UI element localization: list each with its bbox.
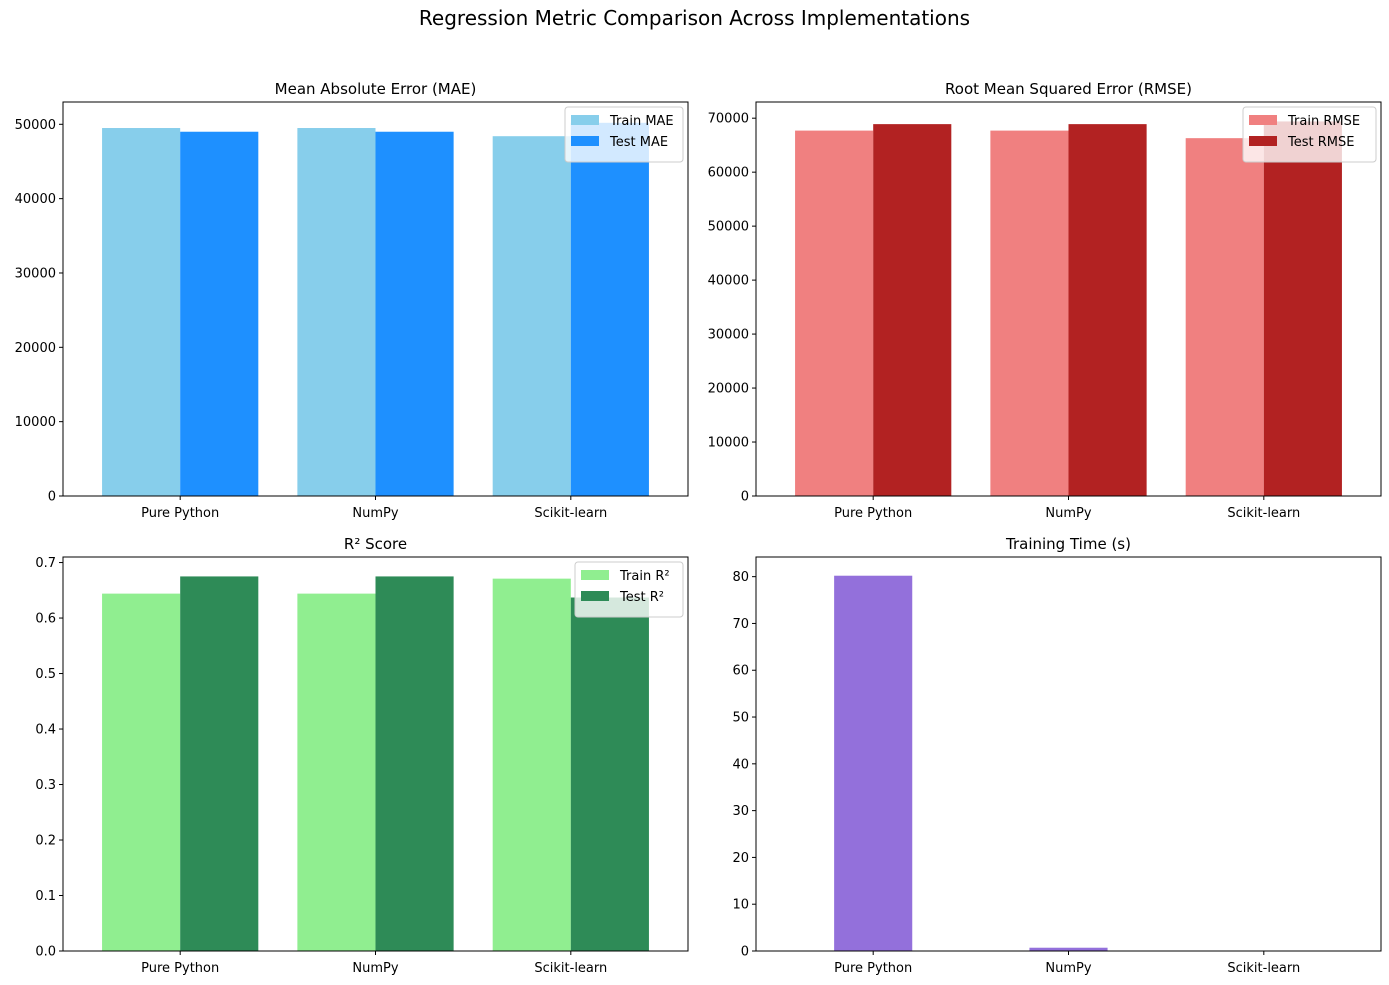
- legend-swatch: [571, 115, 599, 125]
- x-tick-label: Pure Python: [141, 961, 219, 976]
- bar-pure-python-series-1: [102, 593, 181, 951]
- bar-scikit-learn-series-2: [570, 597, 649, 951]
- x-tick-label: Scikit-learn: [1227, 506, 1300, 521]
- y-tick-label: 50000: [708, 220, 749, 235]
- legend: Train RMSE Test RMSE: [1242, 106, 1377, 163]
- x-tick-label: Scikit-learn: [534, 961, 607, 976]
- y-tick-label: 0.7: [35, 556, 56, 571]
- legend: Train R² Test R²: [574, 561, 684, 618]
- bar-numpy-series-2: [375, 131, 454, 497]
- y-tick-label: 30: [732, 804, 749, 819]
- bar-scikit-learn-series-1: [492, 136, 571, 496]
- y-tick-label: 20000: [708, 382, 749, 397]
- x-tick-label: Scikit-learn: [534, 506, 607, 521]
- y-tick-label: 40000: [15, 192, 56, 207]
- x-tick-label: NumPy: [1045, 506, 1091, 521]
- y-tick-label: 50000: [15, 118, 56, 133]
- x-tick-label: Pure Python: [834, 961, 912, 976]
- subplot-3: R² Score 0.0 0.1 0.2 0.3 0.4 0.5 0.6 0.7 Pure Pyt…: [35, 535, 689, 976]
- legend-label: Test RMSE: [1287, 135, 1354, 150]
- legend-swatch: [581, 591, 609, 601]
- y-tick-label: 10: [732, 898, 749, 913]
- bar-numpy-series-1: [297, 128, 376, 497]
- legend-label: Train MAE: [609, 114, 674, 129]
- legend: Train MAE Test MAE: [564, 106, 684, 163]
- x-tick-label: Scikit-learn: [1227, 961, 1300, 976]
- bar-scikit-learn-series-1: [1185, 138, 1264, 497]
- subplot-title: Root Mean Squared Error (RMSE): [945, 80, 1192, 98]
- legend-label: Train RMSE: [1287, 114, 1360, 129]
- bar-scikit-learn-series-2: [570, 122, 649, 496]
- bar-numpy-series-2: [1068, 124, 1147, 496]
- legend-label: Train R²: [619, 569, 670, 584]
- y-tick-label: 10000: [15, 415, 56, 430]
- legend-swatch: [1249, 115, 1277, 125]
- subplot-1: Mean Absolute Error (MAE) 0 10000 20000 3000…: [15, 80, 689, 521]
- legend-swatch: [1249, 136, 1277, 146]
- y-tick-label: 0.6: [35, 612, 56, 627]
- y-tick-label: 0.2: [35, 834, 56, 849]
- legend-swatch: [571, 136, 599, 146]
- bar-scikit-learn-series-1: [492, 578, 571, 951]
- x-tick-label: NumPy: [352, 961, 398, 976]
- y-tick-label: 0.1: [35, 889, 56, 904]
- y-tick-label: 40: [732, 757, 749, 772]
- y-tick-label: 0.5: [35, 667, 56, 682]
- bar-pure-python-series-2: [180, 576, 259, 951]
- subplot-title: Mean Absolute Error (MAE): [275, 80, 477, 98]
- bar-pure-python-series-1: [795, 130, 874, 497]
- y-tick-label: 70: [732, 617, 749, 632]
- x-tick-label: NumPy: [1045, 961, 1091, 976]
- legend-label: Test MAE: [609, 135, 668, 150]
- y-tick-label: 30000: [708, 328, 749, 343]
- y-tick-label: 0: [48, 490, 56, 505]
- legend-swatch: [581, 570, 609, 580]
- y-tick-label: 20000: [15, 341, 56, 356]
- y-tick-label: 30000: [15, 266, 56, 281]
- figure-title: Regression Metric Comparison Across Impl…: [419, 6, 970, 30]
- x-tick-label: Pure Python: [141, 506, 219, 521]
- legend-label: Test R²: [619, 590, 664, 605]
- bar-pure-python-series-1: [102, 128, 181, 497]
- y-tick-label: 0.3: [35, 778, 56, 793]
- y-tick-label: 60000: [708, 166, 749, 181]
- subplot-4: Training Time (s) 0 10 20 30 40 50 60 70 80 Pure P…: [732, 535, 1382, 976]
- y-tick-label: 70000: [708, 112, 749, 127]
- x-tick-label: Pure Python: [834, 506, 912, 521]
- bar-numpy-series-2: [375, 576, 454, 951]
- bar-numpy-series-1: [1029, 947, 1108, 951]
- y-tick-label: 0: [741, 945, 749, 960]
- bar-scikit-learn-series-2: [1263, 121, 1342, 496]
- y-tick-label: 0: [741, 490, 749, 505]
- bar-numpy-series-1: [297, 593, 376, 951]
- y-tick-label: 0.0: [35, 945, 56, 960]
- bar-pure-python-series-2: [180, 131, 259, 497]
- bar-pure-python-series-2: [873, 124, 952, 496]
- y-tick-label: 0.4: [35, 723, 56, 738]
- subplot-2: Root Mean Squared Error (RMSE) 0 10000 2000…: [708, 80, 1382, 521]
- bar-numpy-series-1: [990, 130, 1069, 497]
- y-tick-label: 80: [732, 570, 749, 585]
- subplot-title: Training Time (s): [1005, 535, 1131, 553]
- y-tick-label: 40000: [708, 274, 749, 289]
- y-tick-label: 60: [732, 664, 749, 679]
- x-tick-label: NumPy: [352, 506, 398, 521]
- y-tick-label: 20: [732, 851, 749, 866]
- subplot-title: R² Score: [344, 535, 407, 553]
- y-tick-label: 50: [732, 711, 749, 726]
- bar-pure-python-series-1: [834, 575, 913, 951]
- y-tick-label: 10000: [708, 436, 749, 451]
